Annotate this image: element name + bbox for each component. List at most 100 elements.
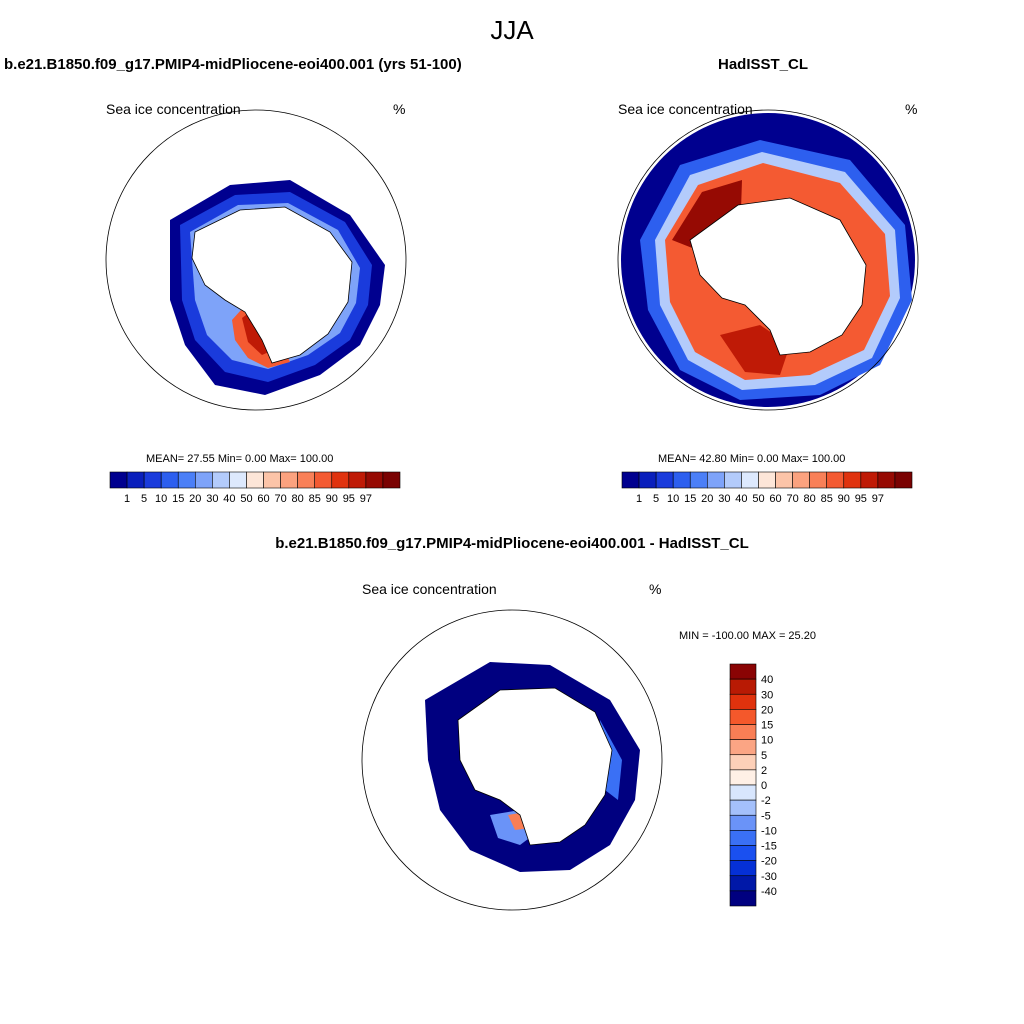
colorbar-swatch — [729, 693, 757, 710]
map-boundary-obs — [617, 109, 919, 411]
colorbar-swatch — [297, 471, 316, 489]
colorbar-tick-label: 60 — [257, 493, 269, 505]
colorbar-obs: 1 5 10 15 20 30 40 50 60 70 80 85 90 95 97 — [621, 471, 913, 505]
colorbar-tick-label: 15 — [684, 493, 696, 505]
colorbar-tick-label: 20 — [761, 704, 773, 716]
colorbar-swatch — [280, 471, 298, 489]
variable-label-model: Sea ice concentration — [106, 101, 241, 117]
stats-obs: MEAN= 42.80 Min= 0.00 Max= 100.00 — [658, 453, 846, 465]
colorbar-swatch — [263, 471, 281, 489]
colorbar-swatch — [809, 471, 828, 489]
colorbar-tick-label: 80 — [804, 493, 816, 505]
colorbar-swatch — [792, 471, 810, 489]
colorbar-swatch — [741, 471, 759, 489]
colorbar-swatch — [729, 709, 757, 725]
colorbar-swatch — [729, 663, 757, 680]
colorbar-swatch — [109, 471, 128, 489]
colorbar-swatch — [729, 830, 757, 846]
map-boundary-diff — [361, 609, 663, 911]
colorbar-tick-label: 0 — [761, 780, 767, 792]
colorbar-tick-label: 50 — [240, 493, 252, 505]
colorbar-swatch — [729, 754, 757, 771]
colorbar-tick-label: 80 — [292, 493, 304, 505]
colorbar-swatch — [689, 471, 708, 489]
colorbar-tick-label: -15 — [761, 841, 777, 853]
sea-ice-field-obs — [621, 113, 915, 407]
colorbar-tick-label: -10 — [761, 825, 777, 837]
variable-label-obs: Sea ice concentration — [618, 101, 753, 117]
colorbar-swatch — [382, 471, 401, 489]
colorbar-swatch — [314, 471, 333, 489]
colorbar-tick-label: 95 — [855, 493, 867, 505]
colorbar-swatch — [160, 471, 179, 489]
colorbar-tick-label: 10 — [667, 493, 679, 505]
colorbar-tick-label: 40 — [223, 493, 235, 505]
colorbar-tick-label: 85 — [821, 493, 833, 505]
colorbar-swatch — [126, 471, 145, 489]
colorbar-swatch — [672, 471, 691, 489]
colorbar-swatch — [877, 471, 896, 489]
colorbar-swatch — [177, 471, 196, 489]
colorbar-tick-label: -40 — [761, 886, 777, 898]
colorbar-swatch — [843, 471, 862, 489]
colorbar-swatch — [729, 845, 757, 861]
colorbar-tick-label: 90 — [326, 493, 338, 505]
colorbar-swatch — [365, 471, 384, 489]
colorbar-swatch — [348, 471, 367, 489]
colorbar-tick-label: 30 — [718, 493, 730, 505]
colorbar-swatch — [729, 724, 757, 740]
colorbar-swatch — [194, 471, 213, 489]
colorbar-swatch — [638, 471, 657, 489]
colorbar-tick-label: 10 — [155, 493, 167, 505]
colorbar-swatch — [729, 860, 757, 877]
colorbar-swatch — [729, 769, 757, 786]
colorbar-swatch — [729, 814, 757, 831]
colorbar-tick-label: 1 — [124, 493, 130, 505]
colorbar-swatch — [212, 471, 230, 489]
colorbar-tick-label: 2 — [761, 765, 767, 777]
colorbar-swatch — [826, 471, 845, 489]
colorbar-tick-label: 97 — [360, 493, 372, 505]
colorbar-tick-label: 20 — [701, 493, 713, 505]
colorbar-tick-label: 97 — [872, 493, 884, 505]
colorbar-tick-label: -20 — [761, 856, 777, 868]
colorbar-tick-label: 95 — [343, 493, 355, 505]
colorbar-swatch — [758, 471, 776, 489]
colorbar-tick-label: -5 — [761, 810, 771, 822]
colorbar-swatch — [729, 875, 757, 892]
colorbar-swatch — [655, 471, 674, 489]
colorbar-swatch — [729, 739, 757, 756]
colorbar-tick-label: 5 — [761, 750, 767, 762]
colorbar-tick-label: 30 — [206, 493, 218, 505]
variable-label-diff: Sea ice concentration — [362, 581, 497, 597]
map-boundary-model — [105, 109, 407, 411]
colorbar-tick-label: -2 — [761, 795, 771, 807]
colorbar-tick-label: 1 — [636, 493, 642, 505]
colorbar-swatch — [775, 471, 793, 489]
colorbar-swatch — [729, 890, 757, 907]
colorbar-tick-label: 30 — [761, 689, 773, 701]
colorbar-tick-label: 60 — [769, 493, 781, 505]
sea-ice-field-model — [170, 180, 385, 395]
colorbar-tick-label: 90 — [838, 493, 850, 505]
sea-ice-field-diff — [425, 662, 640, 872]
units-label-model: % — [393, 101, 406, 117]
colorbar-swatch — [894, 471, 913, 489]
stats-diff: MIN = -100.00 MAX = 25.20 — [679, 630, 816, 642]
colorbar-swatch — [860, 471, 879, 489]
colorbar-tick-label: -30 — [761, 871, 777, 883]
colorbar-tick-label: 15 — [761, 720, 773, 732]
colorbar-tick-label: 70 — [786, 493, 798, 505]
colorbar-tick-label: 70 — [274, 493, 286, 505]
panel-title-obs: HadISST_CL — [718, 56, 809, 73]
panel-title-diff: b.e21.B1850.f09_g17.PMIP4-midPliocene-eo… — [275, 535, 749, 552]
colorbar-tick-label: 85 — [309, 493, 321, 505]
figure-title: JJA — [490, 15, 534, 45]
colorbar-tick-label: 40 — [735, 493, 747, 505]
colorbar-tick-label: 40 — [761, 674, 773, 686]
colorbar-tick-label: 10 — [761, 735, 773, 747]
panel-title-model: b.e21.B1850.f09_g17.PMIP4-midPliocene-eo… — [4, 56, 462, 73]
